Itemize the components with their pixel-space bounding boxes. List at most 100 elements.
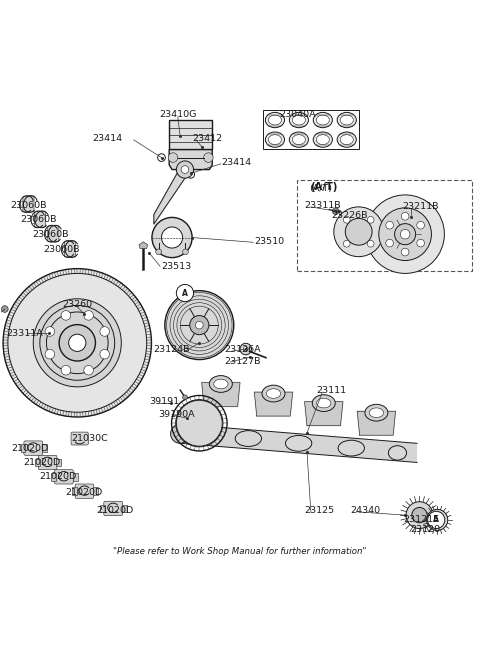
Text: 23060B: 23060B — [10, 201, 47, 210]
Polygon shape — [357, 411, 396, 435]
Ellipse shape — [369, 408, 384, 417]
Text: 39190A: 39190A — [158, 410, 195, 419]
Circle shape — [45, 349, 55, 359]
Text: "Please refer to Work Shop Manual for further information": "Please refer to Work Shop Manual for fu… — [113, 548, 367, 556]
FancyBboxPatch shape — [55, 470, 73, 484]
Circle shape — [343, 216, 350, 223]
Circle shape — [432, 514, 443, 526]
Text: 23510: 23510 — [254, 237, 285, 246]
Circle shape — [168, 153, 178, 162]
Ellipse shape — [317, 398, 331, 408]
Ellipse shape — [265, 113, 285, 128]
Circle shape — [334, 207, 384, 257]
Circle shape — [181, 166, 189, 174]
Ellipse shape — [316, 115, 329, 125]
FancyBboxPatch shape — [35, 212, 46, 227]
Circle shape — [412, 508, 427, 523]
Ellipse shape — [185, 426, 209, 441]
Ellipse shape — [286, 436, 312, 451]
Circle shape — [367, 240, 374, 247]
Circle shape — [204, 153, 213, 162]
FancyBboxPatch shape — [64, 241, 76, 257]
Circle shape — [176, 161, 193, 178]
Ellipse shape — [262, 385, 285, 402]
Polygon shape — [169, 149, 212, 170]
Text: 23414: 23414 — [93, 134, 123, 143]
Ellipse shape — [337, 132, 356, 147]
Ellipse shape — [214, 379, 228, 389]
Circle shape — [100, 327, 109, 336]
Circle shape — [400, 229, 410, 239]
FancyBboxPatch shape — [104, 501, 122, 515]
Circle shape — [386, 221, 394, 229]
Text: 23211B: 23211B — [403, 202, 439, 212]
Ellipse shape — [265, 132, 285, 147]
Polygon shape — [305, 402, 343, 426]
Text: 23125: 23125 — [305, 506, 335, 515]
FancyBboxPatch shape — [24, 441, 43, 455]
Polygon shape — [254, 392, 293, 416]
Text: 23126A: 23126A — [225, 345, 261, 354]
Text: 23111: 23111 — [317, 386, 347, 395]
Text: 23124B: 23124B — [154, 345, 190, 354]
Text: 23040A: 23040A — [279, 110, 316, 119]
Circle shape — [61, 365, 71, 375]
Bar — [263, 110, 359, 149]
Circle shape — [69, 334, 86, 352]
Circle shape — [156, 249, 161, 255]
Circle shape — [332, 208, 339, 215]
Polygon shape — [202, 383, 240, 407]
Text: 23311B: 23311B — [305, 201, 341, 210]
Text: 23410G: 23410G — [159, 110, 196, 119]
Text: 24340: 24340 — [350, 506, 380, 515]
Polygon shape — [169, 120, 212, 149]
Ellipse shape — [340, 115, 353, 125]
Bar — [122, 504, 127, 512]
Circle shape — [240, 343, 252, 355]
FancyBboxPatch shape — [38, 455, 57, 470]
Ellipse shape — [289, 113, 309, 128]
Circle shape — [417, 239, 424, 247]
Circle shape — [84, 310, 94, 320]
Circle shape — [84, 365, 94, 375]
Circle shape — [379, 208, 432, 261]
Circle shape — [61, 310, 71, 320]
Circle shape — [100, 349, 109, 359]
Polygon shape — [139, 242, 148, 248]
Text: 21030C: 21030C — [72, 434, 108, 443]
Ellipse shape — [365, 404, 388, 421]
Circle shape — [367, 216, 374, 223]
Circle shape — [176, 284, 193, 302]
Bar — [298, 180, 472, 271]
Circle shape — [366, 195, 444, 273]
Text: 23060B: 23060B — [44, 246, 80, 254]
Circle shape — [345, 218, 372, 245]
Circle shape — [195, 322, 203, 329]
Text: 23060B: 23060B — [20, 215, 56, 224]
Text: 23127B: 23127B — [225, 356, 261, 365]
Text: 21020D: 21020D — [11, 443, 48, 453]
FancyBboxPatch shape — [48, 226, 59, 242]
Text: (A/T): (A/T) — [311, 182, 338, 193]
Circle shape — [157, 154, 165, 161]
FancyBboxPatch shape — [75, 484, 94, 498]
Ellipse shape — [266, 389, 281, 398]
Circle shape — [33, 299, 121, 387]
Circle shape — [176, 400, 222, 446]
Text: A: A — [433, 515, 439, 525]
Circle shape — [170, 424, 190, 443]
Ellipse shape — [313, 113, 332, 128]
Text: 23226B: 23226B — [331, 212, 367, 221]
Circle shape — [386, 239, 394, 247]
Ellipse shape — [340, 135, 353, 145]
Circle shape — [59, 325, 96, 361]
Bar — [57, 458, 61, 466]
Bar — [72, 487, 76, 495]
Ellipse shape — [388, 445, 407, 460]
Ellipse shape — [235, 430, 262, 447]
Text: 23412: 23412 — [192, 134, 222, 143]
Ellipse shape — [268, 135, 281, 145]
Text: 23060B: 23060B — [32, 230, 68, 238]
Text: 23513: 23513 — [161, 262, 191, 271]
Text: (A/T): (A/T) — [310, 184, 332, 193]
